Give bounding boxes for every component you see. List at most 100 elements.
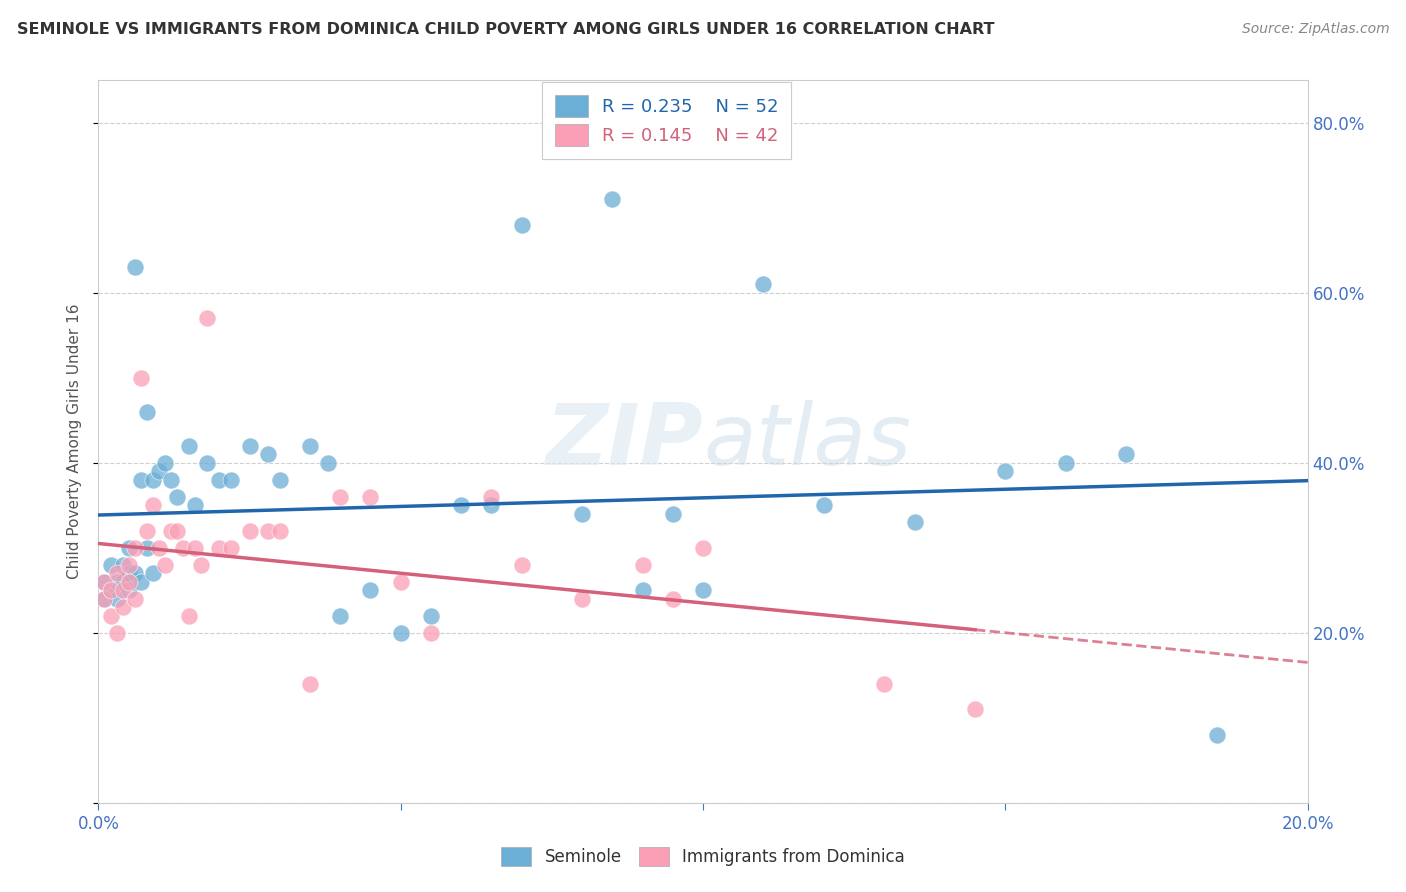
Point (965, 702, 987, 716)
Point (269, 473, 291, 487)
Point (100, 583, 122, 598)
Point (661, 507, 683, 521)
Point (239, 524, 262, 538)
Point (329, 490, 352, 504)
Point (256, 524, 278, 538)
Point (179, 439, 201, 453)
Text: atlas: atlas (703, 400, 911, 483)
Point (135, 541, 157, 555)
Point (692, 583, 714, 598)
Point (118, 583, 141, 598)
Point (184, 498, 207, 512)
Point (100, 583, 122, 598)
Point (1115, 447, 1137, 461)
Point (420, 625, 443, 640)
Point (389, 625, 412, 640)
Point (105, 591, 128, 606)
Point (994, 464, 1017, 478)
Point (481, 498, 503, 512)
Point (105, 566, 128, 581)
Point (160, 473, 183, 487)
Point (166, 490, 188, 504)
Point (510, 218, 533, 232)
Point (631, 558, 654, 572)
Point (329, 608, 352, 623)
Point (111, 583, 134, 598)
Point (631, 583, 654, 598)
Point (221, 541, 243, 555)
Point (179, 608, 201, 623)
Point (124, 591, 146, 606)
Point (239, 439, 262, 453)
Point (153, 456, 176, 470)
Point (190, 558, 212, 572)
Point (269, 524, 291, 538)
Point (142, 473, 165, 487)
Point (184, 541, 207, 555)
Point (256, 447, 278, 461)
Point (510, 558, 533, 572)
Point (195, 311, 218, 326)
Point (571, 591, 593, 606)
Point (299, 439, 322, 453)
Point (481, 490, 503, 504)
Point (142, 498, 165, 512)
Point (111, 558, 134, 572)
Point (360, 490, 382, 504)
Point (111, 600, 134, 615)
Point (135, 524, 157, 538)
Point (172, 541, 194, 555)
Point (571, 507, 593, 521)
Point (602, 192, 624, 206)
Point (153, 558, 176, 572)
Point (360, 583, 382, 598)
Legend: Seminole, Immigrants from Dominica: Seminole, Immigrants from Dominica (494, 838, 912, 875)
Point (118, 566, 141, 581)
Point (873, 677, 896, 691)
Point (148, 541, 170, 555)
Point (129, 371, 152, 385)
Point (105, 625, 128, 640)
Point (148, 464, 170, 478)
Point (208, 473, 231, 487)
Point (124, 541, 146, 555)
Point (1206, 728, 1229, 742)
Point (752, 277, 775, 292)
Point (93, 574, 115, 589)
Point (100, 558, 122, 572)
Point (208, 541, 231, 555)
Point (813, 498, 835, 512)
Point (118, 558, 141, 572)
Point (299, 677, 322, 691)
Point (195, 456, 218, 470)
Text: SEMINOLE VS IMMIGRANTS FROM DOMINICA CHILD POVERTY AMONG GIRLS UNDER 16 CORRELAT: SEMINOLE VS IMMIGRANTS FROM DOMINICA CHI… (17, 22, 994, 37)
Point (93, 574, 115, 589)
Point (129, 574, 152, 589)
Point (420, 608, 443, 623)
Point (135, 405, 157, 419)
Point (160, 524, 183, 538)
Text: Source: ZipAtlas.com: Source: ZipAtlas.com (1241, 22, 1389, 37)
Point (111, 574, 134, 589)
Point (93, 591, 115, 606)
Text: ZIP: ZIP (546, 400, 703, 483)
Point (124, 260, 146, 275)
Point (389, 574, 412, 589)
Point (221, 473, 243, 487)
Point (100, 608, 122, 623)
Point (93, 591, 115, 606)
Point (316, 456, 339, 470)
Point (129, 473, 152, 487)
Point (904, 516, 927, 530)
Point (142, 566, 165, 581)
Point (661, 591, 683, 606)
Point (105, 574, 128, 589)
Y-axis label: Child Poverty Among Girls Under 16: Child Poverty Among Girls Under 16 (67, 304, 83, 579)
Point (1054, 456, 1077, 470)
Point (124, 566, 146, 581)
Point (118, 541, 141, 555)
Point (692, 541, 714, 555)
Point (166, 524, 188, 538)
Legend: R = 0.235    N = 52, R = 0.145    N = 42: R = 0.235 N = 52, R = 0.145 N = 42 (543, 82, 792, 159)
Point (450, 498, 472, 512)
